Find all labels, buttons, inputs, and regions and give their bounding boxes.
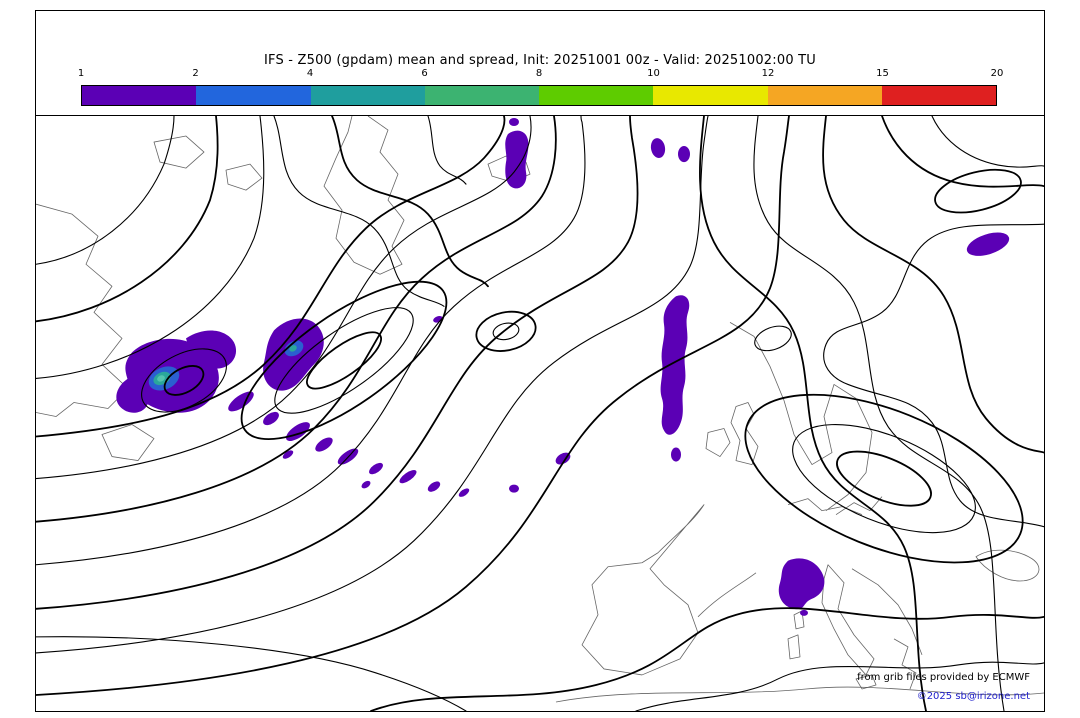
spread-shading: [116, 118, 1010, 616]
figure-frame: IFS - Z500 (gpdam) mean and spread, Init…: [35, 10, 1045, 712]
colorbar-segment: [539, 86, 654, 105]
map-area: from grib files provided by ECMWF ©2025 …: [36, 115, 1044, 711]
chart-title: IFS - Z500 (gpdam) mean and spread, Init…: [264, 53, 816, 68]
colorbar-segment: [424, 86, 539, 105]
credits: from grib files provided by ECMWF ©2025 …: [857, 669, 1030, 706]
colorbar: [81, 85, 997, 106]
colorbar-segment: [881, 86, 996, 105]
colorbar-tick-label: 2: [192, 68, 199, 79]
colorbar-tick-label: 15: [876, 68, 889, 79]
map-canvas: [36, 116, 1044, 711]
colorbar-tick-label: 12: [761, 68, 775, 79]
credit-source: from grib files provided by ECMWF: [857, 672, 1030, 683]
colorbar-tick-label: 1: [77, 68, 85, 79]
colorbar-tick-label: 10: [647, 68, 660, 79]
colorbar-tick-label: 8: [535, 68, 543, 79]
credit-copyright: ©2025 sb@irizone.net: [916, 690, 1030, 702]
colorbar-segment: [196, 86, 311, 105]
contour-lines: [36, 116, 1044, 711]
colorbar-segment: [82, 86, 197, 105]
colorbar-segment: [310, 86, 425, 105]
colorbar-segment: [653, 86, 768, 105]
colorbar-tick-label: 4: [306, 68, 314, 79]
coastlines: [36, 116, 1044, 703]
colorbar-tick-labels: 1 2 4 6 8 10 12 15 20: [77, 68, 1004, 81]
colorbar-tick-label: 20: [990, 68, 1004, 79]
colorbar-tick-label: 6: [421, 68, 428, 79]
colorbar-segment: [767, 86, 882, 105]
